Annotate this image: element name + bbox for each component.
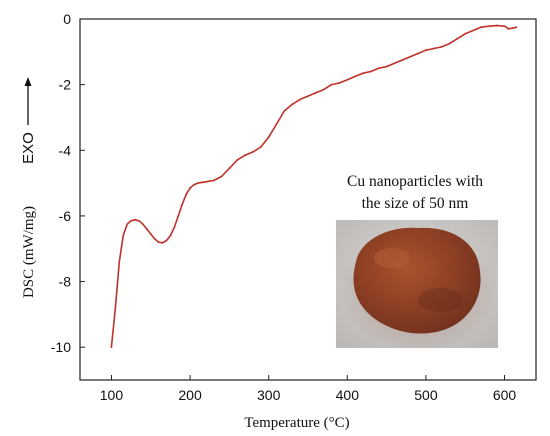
data-point [197,182,199,184]
data-point [377,67,380,70]
y-tick-label: -6 [59,208,72,224]
x-tick-label: 500 [414,387,438,403]
data-point [118,260,121,263]
data-point [130,219,133,222]
data-point [299,98,302,101]
data-point [409,55,412,58]
data-point [134,218,136,221]
data-point [161,241,164,244]
data-point [314,91,317,94]
dsc-points [110,24,518,349]
data-point [157,241,160,244]
data-point [472,29,475,32]
y-tick-label: -2 [59,77,72,93]
x-tick-label: 400 [336,387,360,403]
data-point [169,234,172,237]
data-point [189,187,191,189]
data-point [322,88,325,91]
data-point [193,183,195,186]
y-axis-ticks: 0 -2 -4 -6 -8 -10 [51,11,85,355]
data-point [369,70,372,73]
data-point [185,193,188,196]
exo-label: EXO [20,132,37,164]
y-tick-label: -8 [59,274,72,290]
data-point [503,25,506,28]
data-point [114,306,117,309]
data-point [393,62,396,65]
data-point [464,32,467,35]
data-point [432,47,435,50]
data-point [244,154,247,157]
data-point [236,159,239,162]
copper-powder-photo [336,220,498,352]
data-point [283,109,286,112]
data-point [126,223,129,226]
data-point [440,45,443,48]
data-point [417,52,419,55]
data-point [181,203,184,206]
data-point [425,49,427,52]
data-point [480,26,482,29]
data-point [456,37,459,40]
data-point [165,239,168,242]
inset-caption-line1: Cu nanoparticles with [347,173,483,190]
data-point [385,65,388,68]
data-point [145,228,148,230]
data-point [338,82,341,84]
x-tick-label: 200 [178,387,202,403]
data-point [267,136,270,139]
y-tick-label: -4 [59,142,72,158]
x-tick-label: 100 [100,387,124,403]
data-point [149,233,152,235]
data-point [507,27,510,30]
data-point [291,103,294,106]
x-axis-ticks: 100 200 300 400 500 600 [100,375,517,403]
data-point [448,42,451,45]
data-point [153,237,156,240]
data-point [275,123,278,125]
data-point [228,167,231,170]
x-tick-label: 600 [493,387,517,403]
y-tick-label: 0 [63,11,71,27]
data-point [511,27,514,30]
inset-caption-line2: the size of 50 nm [362,195,469,212]
data-point [141,223,144,226]
data-point [110,346,113,349]
data-point [330,83,333,86]
data-point [487,25,490,28]
data-point [122,234,125,237]
data-point [515,26,518,29]
plot-area-frame [79,18,537,381]
data-point [252,151,254,153]
data-point [354,75,357,78]
data-point [204,180,207,183]
data-point [208,180,211,183]
data-point [212,179,215,182]
x-axis-title: Temperature (°C) [244,415,349,431]
data-point [200,181,203,184]
data-point [307,95,309,98]
data-point [495,24,498,27]
data-point [220,175,223,178]
data-point [177,215,180,217]
data-point [173,226,176,229]
y-tick-label: -10 [51,339,71,355]
exo-arrow-icon [24,77,32,125]
y-axis-title: DSC (mW/mg) [21,206,37,298]
data-point [259,146,262,148]
data-point [138,219,140,222]
data-point [401,59,404,61]
x-tick-label: 300 [257,387,281,403]
data-point [362,72,364,75]
data-point [346,78,349,81]
